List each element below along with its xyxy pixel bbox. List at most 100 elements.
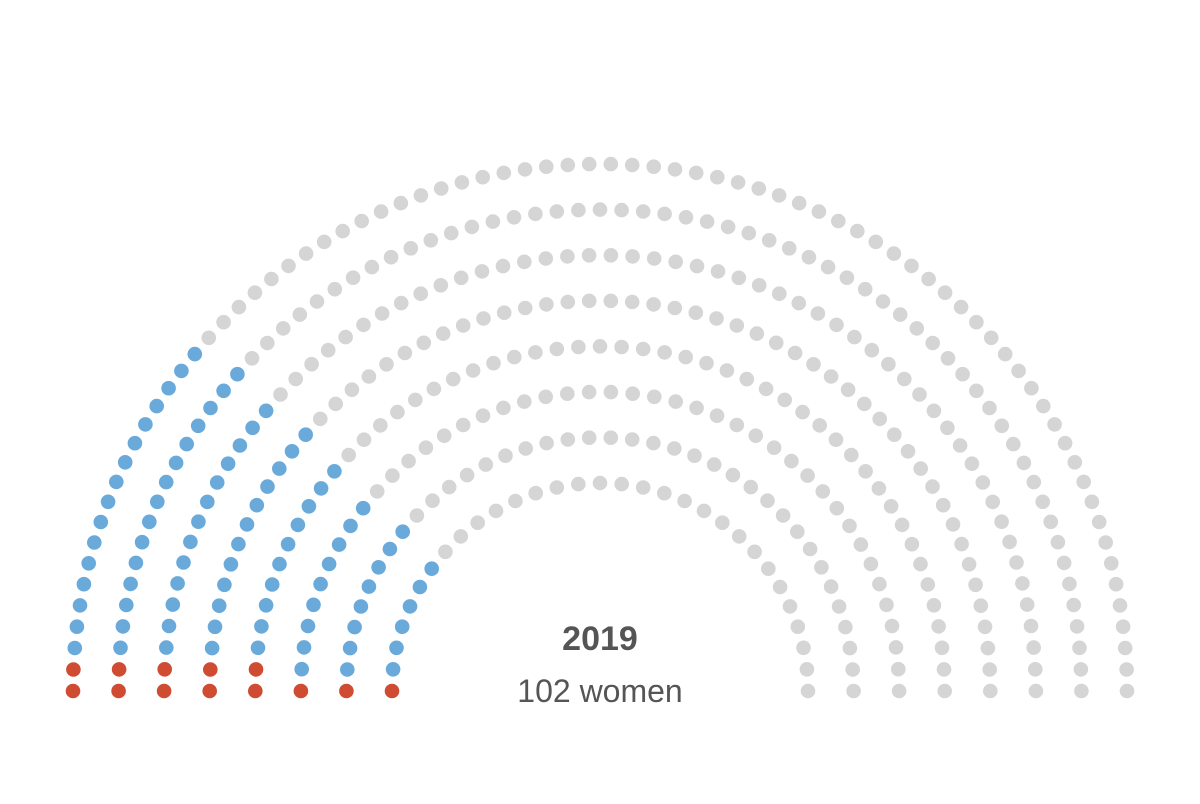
seat-dot-series-1 — [183, 534, 198, 550]
seat-dot-series-2 — [787, 345, 803, 361]
seat-dot-series-2 — [455, 318, 471, 333]
seat-dot-series-2 — [539, 297, 554, 312]
seat-dot-series-2 — [729, 417, 745, 433]
seat-dot-series-2 — [539, 159, 554, 174]
seat-dot-series-2 — [945, 517, 961, 532]
seat-dot-series-0 — [111, 683, 126, 699]
seat-dot-series-2 — [1056, 555, 1072, 571]
seat-dot-series-1 — [87, 535, 102, 550]
seat-dot-series-2 — [373, 418, 388, 433]
seat-dot-series-2 — [495, 258, 511, 274]
seat-dot-series-1 — [100, 494, 116, 510]
seat-dot-series-2 — [931, 619, 946, 634]
seat-dot-series-1 — [301, 499, 317, 514]
seat-dot-series-2 — [496, 400, 511, 416]
seat-dot-series-1 — [306, 597, 321, 613]
seat-dot-series-2 — [1019, 597, 1035, 612]
seat-dot-series-1 — [389, 640, 404, 656]
seat-dot-series-2 — [739, 371, 755, 387]
seat-dot-series-2 — [316, 234, 332, 250]
seat-dot-series-1 — [109, 474, 124, 490]
seat-dot-series-2 — [624, 157, 640, 173]
seat-dot-series-1 — [67, 640, 83, 656]
seat-dot-series-2 — [374, 306, 390, 321]
seat-dot-series-1 — [187, 346, 203, 362]
seat-dot-series-2 — [216, 314, 231, 330]
seat-dot-series-2 — [853, 537, 869, 552]
seat-dot-series-1 — [395, 524, 411, 539]
seat-dot-series-2 — [1084, 494, 1100, 510]
seat-dot-series-1 — [258, 598, 274, 613]
seat-dot-series-2 — [668, 254, 683, 270]
seat-dot-series-2 — [1067, 455, 1083, 470]
seat-dot-series-2 — [201, 330, 217, 346]
seat-dot-series-2 — [850, 223, 865, 239]
seat-dot-series-2 — [983, 330, 999, 346]
seat-dot-series-2 — [814, 560, 829, 575]
seat-dot-series-0 — [156, 683, 172, 699]
seat-dot-series-2 — [1057, 435, 1073, 451]
seat-dot-series-2 — [635, 204, 651, 219]
seat-dot-series-2 — [345, 270, 361, 286]
seat-dot-series-1 — [340, 662, 355, 677]
seat-dot-series-2 — [1028, 683, 1044, 699]
seat-dot-series-2 — [281, 258, 296, 274]
seat-dot-series-2 — [881, 356, 896, 372]
seat-dot-series-1 — [161, 618, 177, 634]
seat-dot-series-2 — [1119, 683, 1135, 699]
seat-dot-series-2 — [811, 204, 827, 219]
seat-dot-series-0 — [384, 683, 400, 699]
seat-dot-series-2 — [453, 270, 469, 286]
seat-dot-series-2 — [393, 295, 409, 311]
seat-dot-series-2 — [625, 386, 640, 402]
seat-dot-series-2 — [418, 440, 434, 456]
seat-dot-series-2 — [401, 453, 416, 469]
seat-dot-series-2 — [1009, 555, 1024, 570]
seat-dot-series-2 — [517, 300, 533, 316]
seat-dot-series-1 — [204, 640, 220, 656]
seat-dot-series-1 — [149, 398, 164, 414]
chart-title: 2019 — [562, 620, 638, 658]
seat-dot-series-2 — [1043, 514, 1058, 530]
seat-dot-series-2 — [940, 420, 955, 436]
seat-dot-series-2 — [560, 294, 576, 310]
seat-dot-series-2 — [964, 456, 980, 472]
seat-dot-series-2 — [455, 417, 471, 433]
seat-dot-series-1 — [179, 436, 194, 452]
seat-dot-series-1 — [250, 640, 266, 656]
seat-dot-series-2 — [1117, 640, 1133, 656]
seat-dot-series-1 — [347, 619, 362, 635]
seat-dot-series-2 — [791, 195, 807, 211]
seat-dot-series-1 — [402, 599, 418, 614]
seat-dot-series-2 — [657, 206, 672, 222]
seat-dot-series-2 — [528, 206, 543, 222]
seat-dot-series-1 — [239, 517, 255, 532]
seat-dot-series-2 — [592, 202, 608, 217]
seat-dot-series-1 — [134, 534, 150, 550]
seat-dot-series-2 — [810, 306, 826, 321]
seat-dot-series-2 — [772, 286, 787, 302]
seat-dot-series-0 — [203, 662, 218, 677]
seat-dot-series-2 — [912, 387, 927, 402]
seat-dot-series-2 — [657, 345, 672, 360]
seat-dot-series-1 — [176, 555, 191, 570]
seat-dot-series-2 — [397, 345, 413, 361]
seat-dot-series-1 — [127, 435, 143, 451]
seat-dot-series-2 — [982, 662, 997, 677]
seat-dot-series-1 — [113, 640, 128, 656]
seat-dot-series-2 — [435, 326, 451, 341]
seat-dot-series-2 — [875, 294, 891, 309]
seat-dot-series-2 — [731, 529, 747, 544]
seat-dot-series-1 — [223, 557, 239, 572]
seat-dot-series-2 — [729, 318, 745, 333]
seat-dot-series-2 — [413, 286, 429, 302]
seat-dot-series-2 — [624, 294, 640, 310]
seat-dot-series-2 — [667, 441, 682, 456]
seat-dot-series-2 — [1091, 514, 1107, 530]
seat-dot-series-0 — [339, 683, 354, 699]
seat-dot-series-1 — [412, 579, 428, 595]
seat-dot-series-2 — [699, 355, 714, 371]
seat-dot-series-2 — [913, 556, 928, 572]
seat-dot-series-2 — [1028, 662, 1043, 677]
seat-dot-series-2 — [913, 461, 928, 476]
